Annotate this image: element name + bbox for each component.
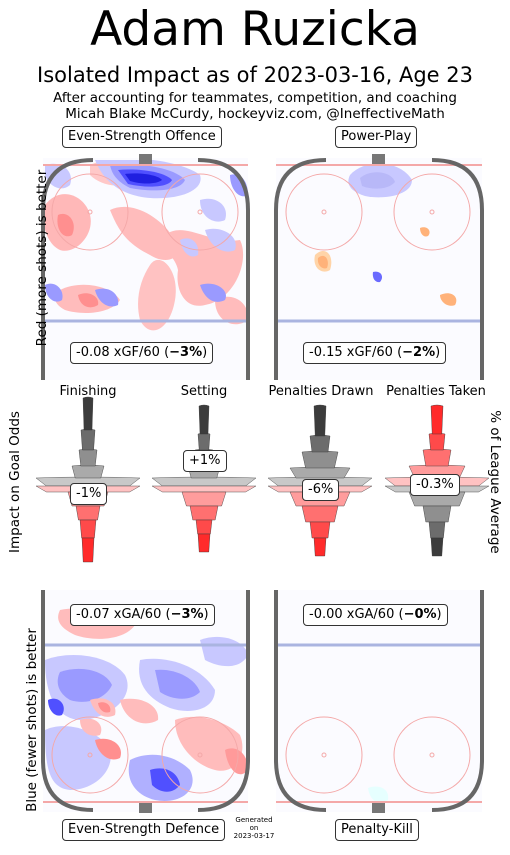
power-play-title: Power-Play <box>335 126 418 148</box>
violin-value-penalties-drawn: -6% <box>302 479 340 501</box>
right-axis-label: % of League Average <box>487 410 503 554</box>
left-axis-label-goal-odds: Impact on Goal Odds <box>7 411 23 553</box>
left-axis-label-offence: Red (more shots) is better <box>34 169 50 347</box>
chart-title: Adam Ruzicka <box>90 2 420 57</box>
power-play-stat: -0.15 xGF/60 (−2%) <box>303 342 447 364</box>
violin-label-finishing: Finishing <box>59 384 117 399</box>
es-defence-heatmap <box>45 608 248 801</box>
es-offence-title: Even-Strength Offence <box>62 126 222 148</box>
penalty-kill-stat: -0.00 xGA/60 (−0%) <box>303 604 448 626</box>
penalty-kill-title: Penalty-Kill <box>335 819 419 841</box>
violin-setting <box>151 404 257 553</box>
violin-label-penalties-drawn: Penalties Drawn <box>268 384 374 399</box>
es-defence-title: Even-Strength Defence <box>62 819 226 841</box>
violin-value-finishing: -1% <box>70 483 108 505</box>
es-defence-stat: -0.07 xGA/60 (−3%) <box>70 604 215 626</box>
violin-value-setting: +1% <box>183 450 227 472</box>
violin-value-penalties-taken: -0.3% <box>410 474 460 496</box>
chart-subtitle: Isolated Impact as of 2023-03-16, Age 23 <box>37 63 473 87</box>
penalty-kill-heatmap <box>285 716 471 803</box>
es-offence-heatmap <box>43 160 248 331</box>
penalty-kill-rink <box>274 590 484 813</box>
es-offence-stat: -0.08 xGF/60 (−3%) <box>70 342 214 364</box>
chart-subtitle-methodology: After accounting for teammates, competit… <box>53 90 457 106</box>
chart-credits: Micah Blake McCurdy, hockeyviz.com, @Ine… <box>65 106 445 122</box>
violin-finishing <box>35 396 141 563</box>
power-play-heatmap <box>285 163 471 306</box>
violin-label-setting: Setting <box>180 384 228 399</box>
left-axis-label-defence: Blue (fewer shots) is better <box>24 628 40 812</box>
violin-label-penalties-taken: Penalties Taken <box>386 384 486 399</box>
es-defence-rink <box>41 590 250 813</box>
generated-date: Generated on 2023-03-17 <box>233 816 275 840</box>
